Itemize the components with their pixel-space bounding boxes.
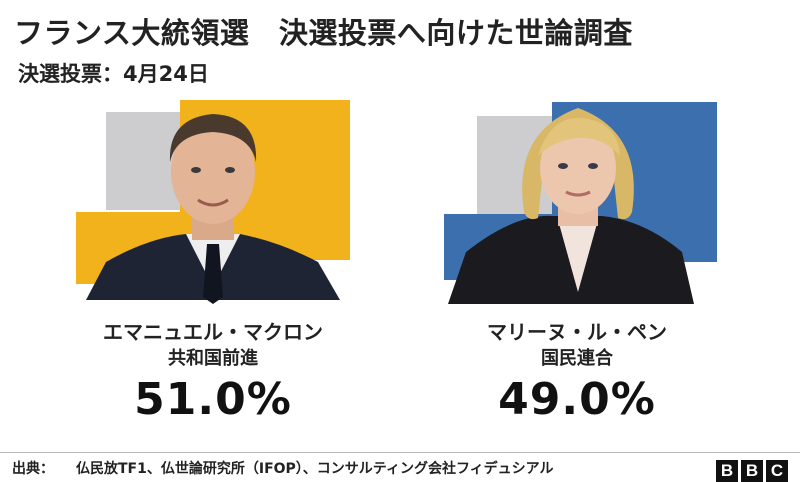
mouth-shape	[565, 190, 591, 197]
mouth-shape	[197, 198, 229, 207]
blouse-shape	[558, 220, 598, 292]
portrait-man-suit-icon	[76, 100, 350, 304]
source-text: 仏民放TF1、仏世論研究所（IFOP）、コンサルティング会社フィデュシアル	[76, 461, 554, 477]
bbc-logo-letter: B	[716, 460, 738, 482]
candidate-panel-macron: エマニュエル・マクロン 共和国前進 51.0%	[68, 92, 358, 472]
data-label-percent: 49.0%	[498, 374, 656, 425]
data-label-percent: 51.0%	[134, 374, 292, 425]
chart-title: フランス大統領選 決選投票へ向けた世論調査	[14, 16, 633, 50]
eye-right	[588, 163, 598, 169]
face-shape	[540, 122, 616, 214]
bbc-logo-letter: C	[766, 460, 788, 482]
candidate-name: マリーヌ・ル・ペン	[487, 320, 667, 344]
hair-bangs-shape	[538, 117, 620, 156]
chart-subtitle: 決選投票：4月24日	[18, 62, 209, 86]
candidate-name: エマニュエル・マクロン	[103, 320, 323, 344]
bbc-logo: B B C	[716, 460, 788, 482]
candidate-party: 国民連合	[541, 348, 613, 369]
source-label: 出典：	[12, 461, 54, 477]
candidate-panel-lepen: マリーヌ・ル・ペン 国民連合 49.0%	[432, 92, 722, 472]
footer-divider	[0, 452, 800, 453]
portrait-woman-blonde-icon	[444, 102, 717, 304]
hair-shape	[169, 114, 257, 162]
eye-left	[558, 163, 568, 169]
bbc-logo-letter: B	[741, 460, 763, 482]
eye-right	[225, 167, 235, 173]
eye-left	[191, 167, 201, 173]
face-shape	[171, 120, 255, 224]
candidate-party: 共和国前進	[168, 348, 258, 369]
tie-shape	[203, 244, 223, 304]
source-note: 出典： 仏民放TF1、仏世論研究所（IFOP）、コンサルティング会社フィデュシアル	[12, 458, 554, 478]
